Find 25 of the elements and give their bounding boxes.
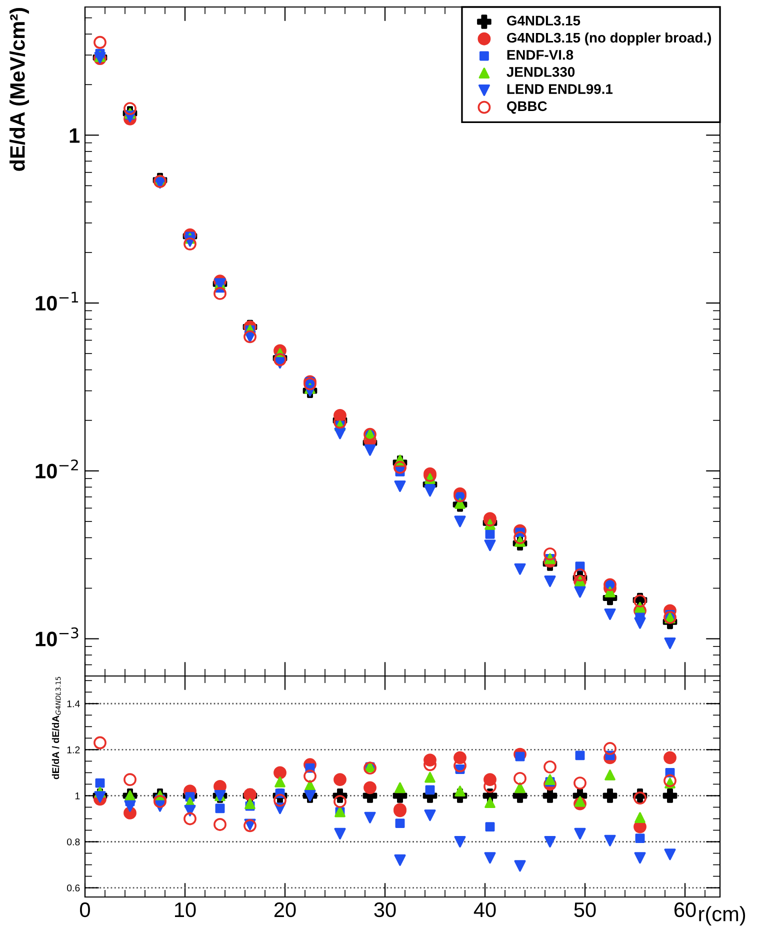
x-tick-label: 50 bbox=[574, 902, 596, 918]
y-tick-label: 10$^{−1}$ bbox=[36, 292, 78, 311]
y-tick-label: 10$^{−3}$ bbox=[36, 627, 78, 646]
y-tick-label: 0.8 bbox=[67, 838, 80, 846]
legend-label: QBBC bbox=[506, 101, 547, 114]
legend-label: JENDL330 bbox=[506, 67, 575, 77]
x-tick-label: 30 bbox=[374, 902, 396, 918]
y-tick-label: 1.4 bbox=[67, 700, 80, 708]
x-tick-label: 20 bbox=[274, 902, 296, 918]
x-tick-label: 10 bbox=[175, 902, 196, 918]
legend-label: LEND ENDL99.1 bbox=[507, 84, 613, 94]
y-tick-label: 0.6 bbox=[67, 884, 80, 892]
y-tick-label: 10$^{−2}$ bbox=[36, 459, 78, 478]
y-tick-label: 1.2 bbox=[67, 746, 80, 754]
y-axis-title: dE/dA / dE/dA$_{G4NDL3.15}$ bbox=[52, 676, 61, 780]
y-axis-title: dE/dA (MeV/cm²) bbox=[10, 8, 29, 171]
legend-label: G4NDL3.15 bbox=[506, 16, 580, 26]
legend-label: ENDF-VI.8 bbox=[507, 50, 574, 60]
x-tick-label: 0 bbox=[80, 902, 90, 918]
x-tick-label: 40 bbox=[474, 902, 496, 918]
y-tick-label: 1 bbox=[75, 792, 80, 800]
legend-label: G4NDL3.15 (no doppler broad.) bbox=[506, 32, 711, 46]
x-axis-title: r(cm) bbox=[699, 906, 746, 926]
y-tick-label: 1 bbox=[70, 128, 80, 143]
x-tick-label: 60 bbox=[674, 902, 696, 918]
